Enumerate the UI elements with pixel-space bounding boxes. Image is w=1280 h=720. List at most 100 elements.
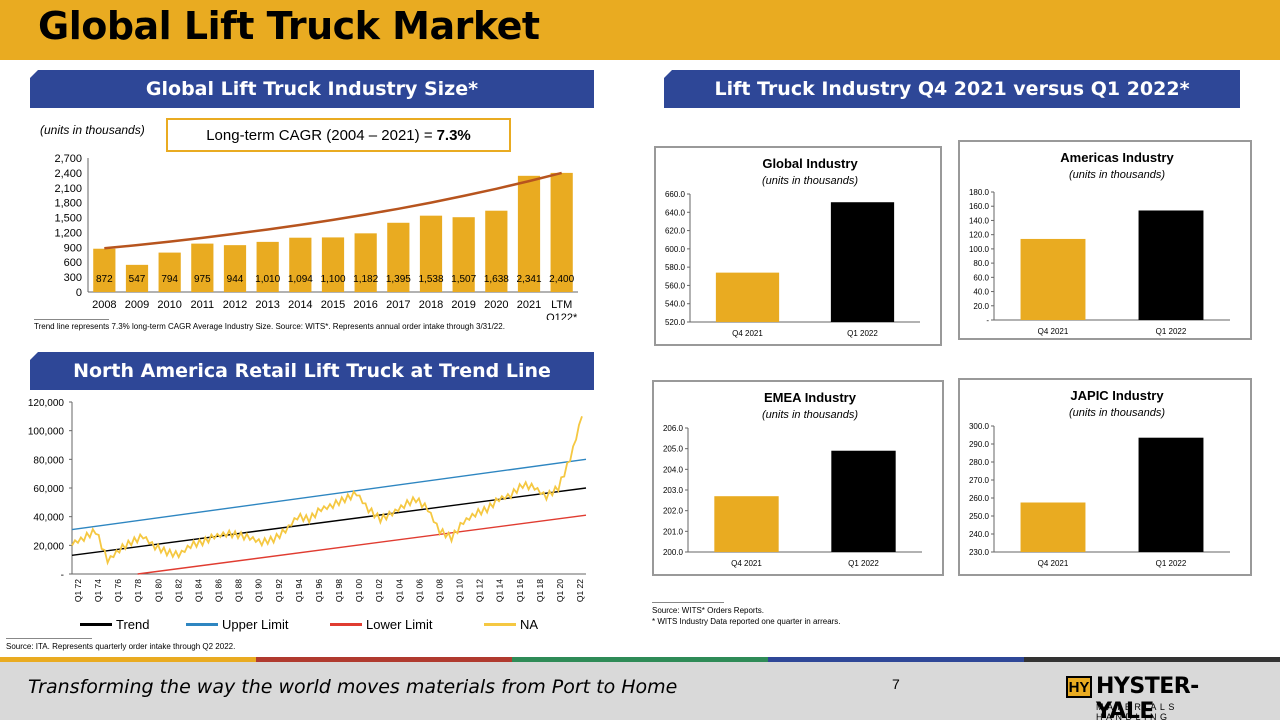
japic-industry-y-tick: 280.0 (969, 458, 990, 467)
global-industry-y-tick: 580.0 (665, 263, 686, 272)
global-industry-chart: Global Industry (units in thousands) 520.0… (665, 156, 920, 338)
size-bar (517, 175, 541, 292)
emea-industry-y-tick: 202.0 (663, 507, 684, 516)
tagline: Transforming the way the world moves mat… (28, 676, 678, 698)
na-x-tick: Q1 76 (113, 579, 123, 602)
japic-industry-y-tick: 230.0 (969, 548, 990, 557)
japic-industry-y-tick: 290.0 (969, 440, 990, 449)
americas-industry-y-tick: 160.0 (969, 202, 990, 211)
americas-industry-y-tick: 140.0 (969, 216, 990, 225)
japic-industry-y-tick: 300.0 (969, 422, 990, 431)
na-y-tick: 120,000 (28, 398, 65, 409)
footer: Transforming the way the world moves mat… (0, 662, 1280, 720)
na-retail-chart: - 20,000 40,000 60,000 80,000 100,000 120,000 Q… (28, 398, 587, 602)
global-industry-x-tick: Q4 2021 (732, 329, 763, 338)
size-bar (550, 172, 573, 292)
legend-trend-label: Trend (116, 617, 150, 632)
japic-industry-title: JAPIC Industry (1070, 388, 1164, 403)
size-bar (289, 237, 312, 292)
na-lower-line (137, 514, 587, 575)
right-footnote-divider (652, 602, 724, 603)
size-y-tick: 1,500 (54, 213, 82, 225)
right-footnote-1: Source: WITS* Orders Reports. (652, 606, 765, 615)
size-x-tick-line2: Q122* (546, 312, 578, 320)
na-x-tick: Q1 84 (193, 579, 203, 602)
size-x-tick: 2008 (92, 299, 116, 311)
stripe-dark (1024, 657, 1280, 662)
size-y-tick: 300 (64, 272, 82, 284)
industry-size-banner: Global Lift Truck Industry Size* (30, 70, 594, 108)
size-y-tick: 2,100 (54, 183, 82, 195)
na-upper-line (71, 458, 587, 531)
right-footnote-2: * WITS Industry Data reported one quarte… (652, 617, 841, 626)
japic-industry-chart: JAPIC Industry (units in thousands) 230.0 2… (969, 388, 1230, 568)
legend-trend-swatch (80, 623, 112, 626)
footer-stripes (0, 657, 1280, 662)
size-data-label: 1,395 (386, 274, 411, 285)
cagr-value: 7.3% (436, 126, 471, 144)
japic-industry-y-tick: 240.0 (969, 530, 990, 539)
emea-industry-y-tick: 203.0 (663, 486, 684, 495)
size-bar (354, 233, 377, 292)
size-bar (452, 217, 475, 292)
americas-industry-x-tick: Q4 2021 (1038, 327, 1069, 336)
na-y-tick: 40,000 (33, 513, 64, 524)
emea-industry-y-tick: 204.0 (663, 465, 684, 474)
na-x-tick: Q1 72 (73, 579, 83, 602)
size-bar (321, 237, 345, 292)
na-x-tick: Q1 94 (294, 579, 304, 602)
logo-name: HYSTER-YALE (1096, 674, 1199, 720)
logo-mark: HY (1066, 676, 1092, 698)
emea-industry-y-tick: 200.0 (663, 548, 684, 557)
global-industry-y-tick: 600.0 (665, 245, 686, 254)
emea-industry-chart: EMEA Industry (units in thousands) 200.0 20… (663, 390, 922, 568)
americas-industry-y-tick: 20.0 (973, 302, 989, 311)
na-x-tick: Q1 00 (354, 579, 364, 602)
size-x-tick: LTM (551, 299, 572, 311)
quarter-compare-banner-label: Lift Truck Industry Q4 2021 versus Q1 20… (714, 78, 1190, 100)
na-y-tick: - (61, 570, 64, 581)
page-number: 7 (892, 676, 900, 692)
japic-industry-y-tick: 270.0 (969, 476, 990, 485)
americas-industry-y-tick: 60.0 (973, 273, 989, 282)
na-x-tick: Q1 86 (214, 579, 224, 602)
size-data-label: 872 (96, 274, 113, 285)
na-x-tick: Q1 06 (414, 579, 424, 602)
size-x-tick: 2010 (157, 299, 181, 311)
na-legend: Trend Upper Limit Lower Limit NA (80, 617, 600, 633)
emea-industry-bar (831, 450, 896, 552)
size-x-tick: 2021 (517, 299, 541, 311)
size-x-tick: 2017 (386, 299, 410, 311)
na-x-tick: Q1 20 (555, 579, 565, 602)
americas-industry-y-tick: 180.0 (969, 188, 990, 197)
americas-industry-y-tick: 100.0 (969, 245, 990, 254)
stripe-navy (768, 657, 1024, 662)
na-retail-banner: North America Retail Lift Truck at Trend… (30, 352, 594, 390)
size-y-tick: 1,200 (54, 227, 82, 239)
size-bar (158, 252, 181, 292)
na-footnote-divider (6, 638, 92, 639)
size-data-label: 975 (194, 274, 211, 285)
emea-industry-title: EMEA Industry (764, 390, 857, 405)
size-bar (485, 210, 508, 292)
size-y-tick: 2,400 (54, 168, 82, 180)
legend-lower-label: Lower Limit (366, 617, 433, 632)
hyster-yale-logo: HY HYSTER-YALE MATERIALS HANDLING (1066, 672, 1246, 720)
footnote-divider (34, 319, 109, 320)
size-x-tick: 2009 (125, 299, 149, 311)
cagr-text: Long-term CAGR (2004 – 2021) = (206, 126, 433, 144)
na-x-tick: Q1 98 (334, 579, 344, 602)
americas-industry-y-tick: 120.0 (969, 231, 990, 240)
americas-industry-panel: Americas Industry (units in thousands) - 20… (958, 140, 1252, 340)
na-x-tick: Q1 88 (234, 579, 244, 602)
global-industry-x-tick: Q1 2022 (847, 329, 878, 338)
legend-lower-swatch (330, 623, 362, 626)
na-x-tick: Q1 18 (535, 579, 545, 602)
size-y-tick: 2,700 (54, 153, 82, 165)
global-industry-bar (715, 272, 780, 322)
na-retail-banner-label: North America Retail Lift Truck at Trend… (73, 360, 551, 382)
americas-industry-y-tick: 40.0 (973, 288, 989, 297)
na-x-tick: Q1 82 (173, 579, 183, 602)
title-bar: Global Lift Truck Market (0, 0, 1280, 60)
americas-industry-title: Americas Industry (1060, 150, 1174, 165)
